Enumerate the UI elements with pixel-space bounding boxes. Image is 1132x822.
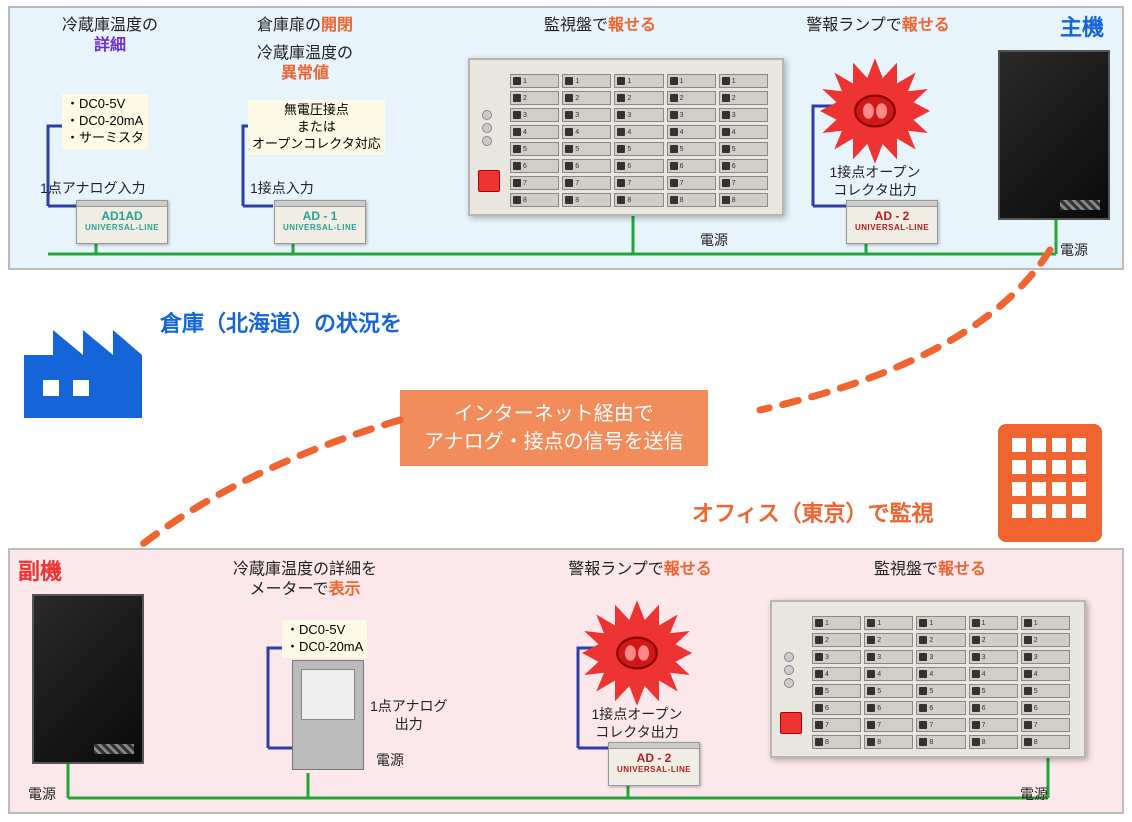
bot-col3-title: 警報ランプで報せる — [540, 560, 740, 580]
bot-sub-unit-label: 副機 — [18, 558, 62, 586]
monitor-red-button-bot — [780, 712, 802, 734]
bot-col2-sub: 1点アナログ 出力 — [370, 698, 448, 733]
alarm-bot — [582, 598, 692, 708]
sub-unit-bot — [32, 594, 144, 764]
bot-col2-note: ・DC0-5V ・DC0-20mA — [282, 620, 367, 658]
monitor-bot: 1111122222333334444455555666667777788888 — [770, 600, 1086, 758]
bot-col3-sub: 1接点オープン コレクタ出力 — [582, 706, 692, 741]
bot-col4-psu: 電源 — [1020, 786, 1048, 804]
bot-col1-psu: 電源 — [28, 786, 56, 804]
meter — [292, 660, 364, 770]
bot-col2-psu: 電源 — [376, 752, 404, 770]
bot-col4-title: 監視盤で報せる — [830, 560, 1030, 580]
monitor-grid-bot: 1111122222333334444455555666667777788888 — [812, 616, 1070, 742]
bot-col2-title: 冷蔵庫温度の詳細を メーターで表示 — [200, 560, 410, 600]
device-ad2-bot: AD - 2 UNIVERSAL-LINE — [608, 742, 700, 786]
